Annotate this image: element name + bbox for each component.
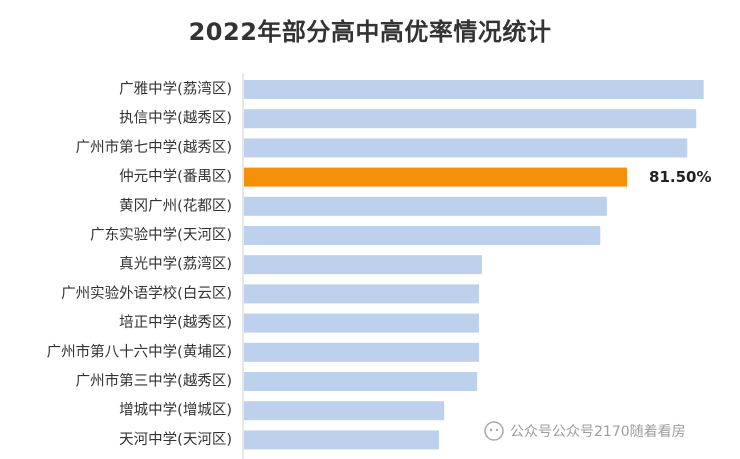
data-label: 81.50%	[649, 168, 711, 186]
bar	[244, 342, 479, 362]
category-label: 培正中学(越秀区)	[119, 314, 232, 331]
bar	[244, 284, 479, 304]
category-label: 广东实验中学(天河区)	[90, 227, 232, 244]
category-label: 广州实验外语学校(白云区)	[61, 285, 232, 302]
category-label: 仲元中学(番禺区)	[119, 168, 232, 185]
category-label: 增城中学(增城区)	[119, 402, 232, 419]
category-label: 执信中学(越秀区)	[119, 110, 232, 127]
category-label: 天河中学(天河区)	[119, 431, 232, 448]
category-label: 黄冈广州(花都区)	[119, 197, 232, 214]
wechat-icon	[484, 421, 504, 441]
bar	[244, 401, 445, 421]
category-label: 真光中学(荔湾区)	[119, 255, 232, 273]
category-label: 广雅中学(荔湾区)	[119, 81, 232, 98]
category-label: 广州市第八十六中学(黄埔区)	[47, 342, 232, 360]
chart-title: 2022年部分高中高优率情况统计	[188, 18, 552, 46]
bar	[244, 372, 478, 391]
bar	[244, 80, 704, 99]
category-label: 广州市第三中学(越秀区)	[76, 372, 232, 390]
bar	[244, 313, 479, 333]
bar	[244, 109, 697, 129]
category-label: 广州市第七中学(越秀区)	[76, 138, 232, 156]
watermark: 公众号公众号2170随着看房	[484, 420, 686, 442]
bar	[244, 138, 688, 158]
bar	[244, 430, 440, 450]
bar-highlight	[244, 167, 628, 187]
watermark-text: 公众号公众号2170随着看房	[510, 424, 686, 440]
bar	[244, 226, 601, 245]
bar	[244, 196, 607, 216]
bar	[244, 255, 482, 275]
